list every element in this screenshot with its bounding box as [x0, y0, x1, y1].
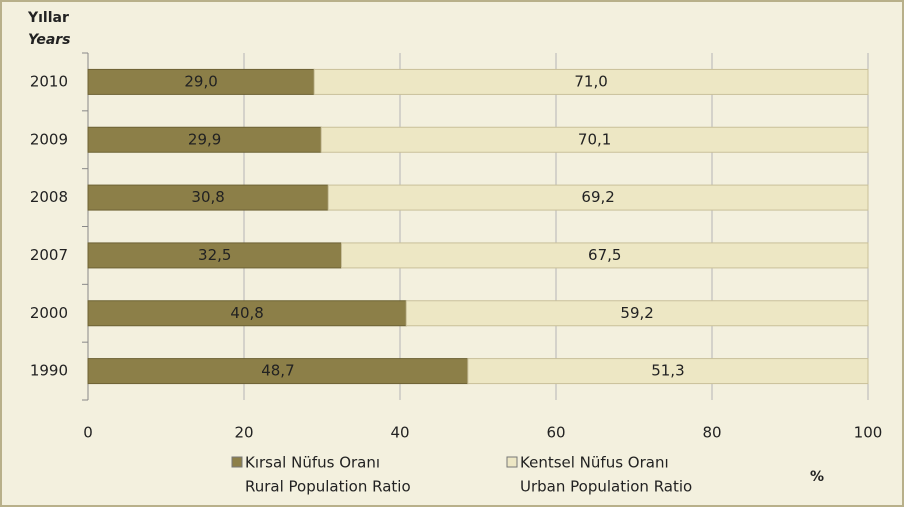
- data-label: 29,0: [184, 72, 217, 90]
- y-tick-label: 2008: [30, 188, 68, 206]
- bar-segment: [467, 358, 869, 385]
- y-tick-label: 2010: [30, 72, 68, 90]
- x-tick-label: 0: [83, 424, 93, 442]
- bar-segment: [320, 126, 869, 153]
- y-axis-title-en: Years: [28, 32, 71, 48]
- data-label: 59,2: [620, 304, 653, 322]
- x-tick-label: 100: [854, 424, 883, 442]
- data-label: 70,1: [578, 130, 611, 148]
- data-label: 32,5: [198, 246, 231, 264]
- x-tick-label: 40: [390, 424, 409, 442]
- y-axis-title: Yıllar: [27, 10, 69, 26]
- y-tick-label: 2009: [30, 130, 68, 148]
- bar-segment: [313, 68, 869, 95]
- bar-segment: [87, 184, 329, 211]
- x-tick-label: 80: [702, 424, 721, 442]
- data-label: 30,8: [191, 188, 224, 206]
- x-axis-unit: %: [810, 469, 824, 485]
- x-tick-label: 20: [234, 424, 253, 442]
- legend-swatch: [231, 456, 243, 468]
- data-label: 69,2: [581, 188, 614, 206]
- bar-segment: [341, 242, 869, 269]
- legend-label-en: Rural Population Ratio: [245, 478, 411, 496]
- x-tick-label: 60: [546, 424, 565, 442]
- data-label: 40,8: [230, 304, 263, 322]
- bar-segment: [87, 300, 407, 327]
- y-tick-label: 2007: [30, 246, 68, 264]
- bar-segment: [87, 242, 342, 269]
- data-label: 48,7: [261, 362, 294, 380]
- bar-segment: [327, 184, 869, 211]
- data-label: 29,9: [188, 130, 221, 148]
- legend-label: Kırsal Nüfus Oranı: [245, 454, 380, 472]
- data-label: 51,3: [651, 362, 684, 380]
- legend-swatch: [506, 456, 518, 468]
- legend-label: Kentsel Nüfus Oranı: [520, 454, 669, 472]
- bar-segment: [405, 300, 869, 327]
- y-tick-label: 1990: [30, 362, 68, 380]
- data-label: 71,0: [574, 72, 607, 90]
- bar-segment: [87, 358, 469, 385]
- data-label: 67,5: [588, 246, 621, 264]
- legend-label-en: Urban Population Ratio: [520, 478, 692, 496]
- y-tick-label: 2000: [30, 304, 68, 322]
